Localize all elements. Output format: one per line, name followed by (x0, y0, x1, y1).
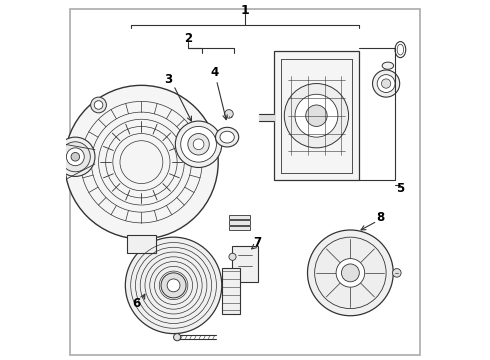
Circle shape (175, 121, 222, 167)
Circle shape (392, 269, 401, 277)
FancyBboxPatch shape (70, 9, 420, 355)
Circle shape (308, 230, 393, 316)
Polygon shape (222, 267, 240, 314)
Circle shape (71, 153, 79, 161)
Circle shape (372, 70, 400, 97)
Circle shape (167, 279, 180, 292)
Ellipse shape (220, 131, 234, 143)
Text: 6: 6 (132, 297, 140, 310)
Circle shape (56, 137, 95, 176)
Ellipse shape (216, 127, 239, 147)
Circle shape (377, 75, 395, 93)
Circle shape (65, 85, 218, 239)
Circle shape (315, 237, 386, 309)
FancyBboxPatch shape (229, 215, 250, 219)
Circle shape (381, 79, 391, 88)
Circle shape (336, 258, 365, 287)
Text: 3: 3 (164, 73, 172, 86)
Polygon shape (273, 51, 359, 180)
FancyBboxPatch shape (232, 246, 258, 282)
Circle shape (125, 237, 222, 334)
Circle shape (66, 148, 84, 166)
Circle shape (91, 97, 106, 113)
Circle shape (342, 264, 359, 282)
Circle shape (181, 126, 217, 162)
Text: 8: 8 (377, 211, 385, 224)
Circle shape (60, 142, 90, 172)
FancyBboxPatch shape (229, 226, 250, 230)
FancyBboxPatch shape (229, 220, 250, 225)
Text: 7: 7 (253, 236, 262, 249)
Ellipse shape (382, 62, 393, 69)
Circle shape (173, 334, 181, 341)
Circle shape (224, 110, 233, 118)
Circle shape (229, 253, 236, 260)
Polygon shape (127, 235, 156, 253)
Circle shape (161, 273, 186, 298)
Circle shape (295, 94, 338, 137)
Text: 1: 1 (241, 4, 249, 17)
Circle shape (306, 105, 327, 126)
Text: 2: 2 (184, 32, 192, 45)
Circle shape (188, 134, 209, 155)
Text: 4: 4 (211, 66, 219, 79)
Circle shape (94, 101, 103, 109)
Circle shape (193, 139, 204, 150)
Circle shape (284, 84, 348, 148)
Text: 5: 5 (396, 183, 405, 195)
